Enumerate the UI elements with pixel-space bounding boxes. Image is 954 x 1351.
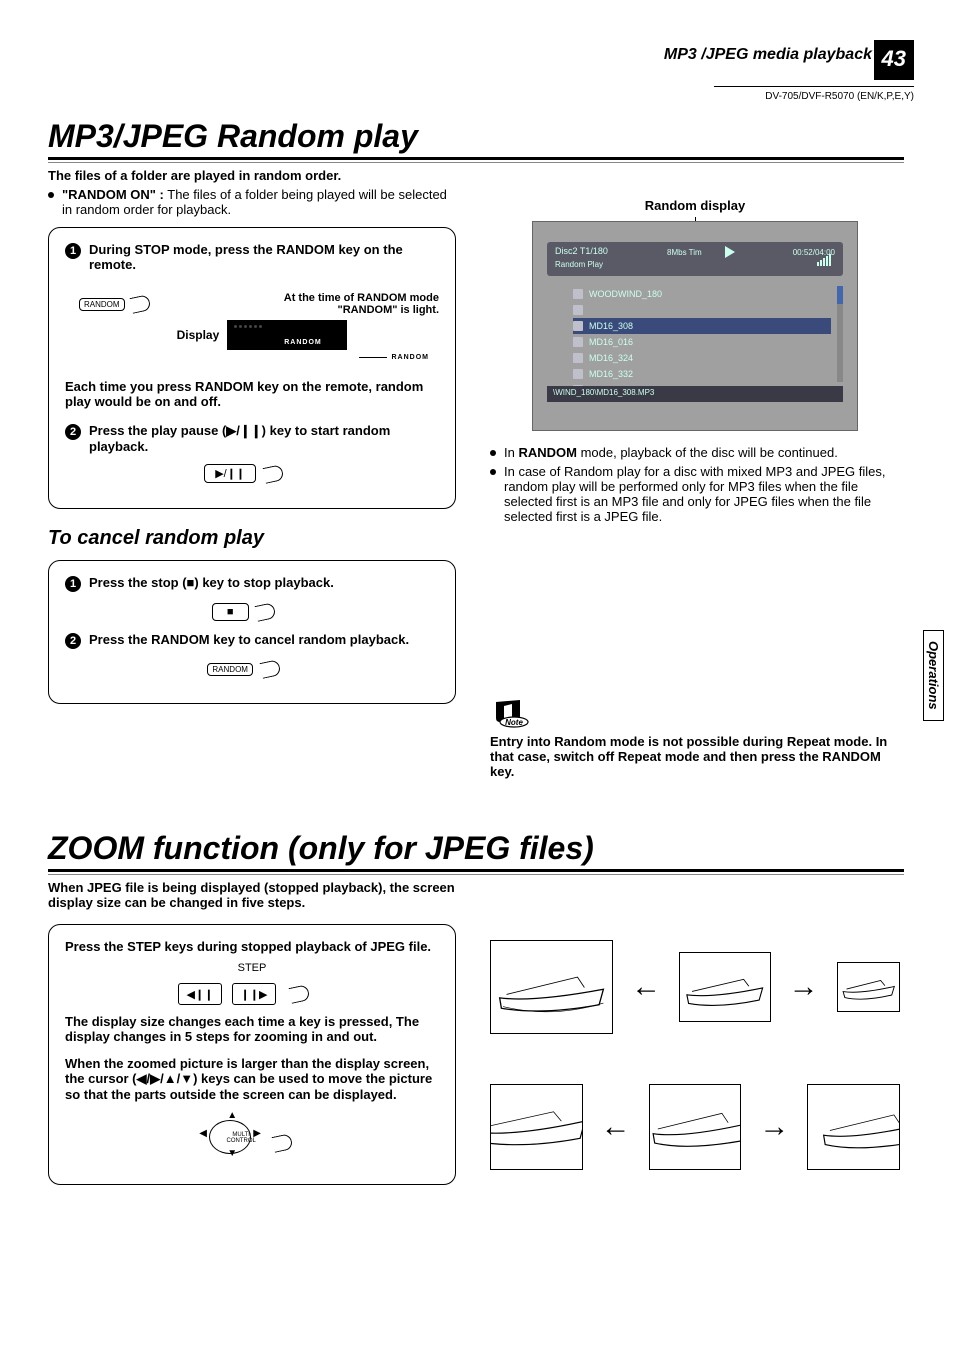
hand-press-icon [257, 657, 297, 681]
arrow-left-icon: ← [631, 970, 661, 1004]
cancel-panel: 1 Press the stop (■) key to stop playbac… [48, 560, 456, 704]
step-2-text: Press the play pause (▶/❙❙) key to start… [89, 423, 439, 454]
boat-frame-med [679, 952, 771, 1022]
cancel-title: To cancel random play [48, 527, 456, 550]
step-2-badge: 2 [65, 424, 81, 440]
hand-press-icon [286, 982, 326, 1006]
boat-frame-pan3 [807, 1084, 900, 1170]
hand-press-icon [252, 600, 292, 624]
random-key-button: RANDOM [207, 663, 253, 676]
zoom-line1: Press the STEP keys during stopped playb… [65, 939, 439, 954]
display-screen: RANDOM [227, 320, 347, 350]
play-pause-key: ▶/❙❙ [204, 464, 256, 483]
display-label: Display [177, 328, 220, 342]
random-display-caption: Random display [490, 198, 900, 213]
hand-press-icon [260, 462, 300, 486]
bullet-icon [490, 469, 496, 475]
step-right-key: ❙❙▶ [232, 983, 276, 1005]
boat-frame-pan1 [490, 1084, 583, 1170]
stop-key: ■ [212, 603, 249, 621]
step-left-key: ◀❙❙ [178, 983, 222, 1005]
zoom-panel: Press the STEP keys during stopped playb… [48, 924, 456, 1185]
sc-scroll-thumb [837, 286, 843, 304]
cancel-step1-text: Press the stop (■) key to stop playback. [89, 575, 439, 590]
arrow-right-icon: → [789, 970, 819, 1004]
random-steps-panel: 1 During STOP mode, press the RANDOM key… [48, 227, 456, 509]
sc-file-list: WOODWIND_180 MD16_308 MD16_016 MD16_324 … [573, 286, 831, 398]
random-pointer-label: RANDOM [392, 354, 430, 361]
hand-press-icon [127, 292, 167, 316]
bullet-icon [490, 450, 496, 456]
arrow-right-icon: → [759, 1110, 789, 1144]
step-label: STEP [65, 962, 439, 974]
side-tab-operations: Operations [923, 630, 944, 721]
section1-title: MP3/JPEG Random play [48, 118, 904, 155]
display-random-indicator: RANDOM [284, 339, 322, 346]
arrow-left-icon: ← [601, 1110, 631, 1144]
sc-arrow-icon [725, 246, 735, 258]
boat-frame-pan2 [649, 1084, 742, 1170]
zoom-row-2: ← → [490, 1084, 900, 1170]
zoom-line2: The display size changes each time a key… [65, 1014, 439, 1044]
bullet-bold: "RANDOM ON" : [62, 187, 164, 202]
page-number-tab: 43 [874, 40, 914, 80]
step-1-badge: 1 [65, 243, 81, 259]
display-caption1: At the time of RANDOM mode [177, 292, 439, 304]
right-bullet-1: In RANDOM mode, playback of the disc wil… [490, 445, 900, 460]
note-text: Entry into Random mode is not possible d… [490, 734, 900, 779]
cancel-step1-badge: 1 [65, 576, 81, 592]
sc-path: \WIND_180\MD16_308.MP3 [547, 386, 843, 402]
section1-bullet: "RANDOM ON" : The files of a folder bein… [48, 187, 456, 217]
sc-disc-line: Disc2 T1/180 [555, 246, 608, 256]
step1-tail: Each time you press RANDOM key on the re… [65, 379, 439, 409]
sc-mode-line: Random Play [555, 260, 603, 269]
svg-text:Note: Note [505, 718, 523, 727]
section-rule [48, 869, 904, 875]
random-display-screenshot: Disc2 T1/180 Random Play 8Mbs Tim 00:52/… [532, 221, 858, 431]
display-caption2: "RANDOM" is light. [177, 304, 439, 316]
zoom-row-1: ← → [490, 940, 900, 1034]
section2-title: ZOOM function (only for JPEG files) [48, 830, 904, 867]
bullet-icon [48, 192, 54, 198]
boat-frame-small [837, 962, 900, 1012]
page-header-title: MP3 /JPEG media playback [664, 46, 872, 64]
right-bullet-2: In case of Random play for a disc with m… [490, 464, 900, 524]
sc-eq-icon [817, 254, 831, 266]
zoom-line3: When the zoomed picture is larger than t… [65, 1056, 439, 1102]
step-1-text: During STOP mode, press the RANDOM key o… [89, 242, 439, 272]
random-key-button: RANDOM [79, 298, 125, 311]
hand-press-icon [269, 1131, 309, 1155]
cancel-step2-text: Press the RANDOM key to cancel random pl… [89, 632, 439, 647]
multi-control-icon: ▲ ▼ ◀ ▶ MULTI CONTROL [195, 1112, 265, 1162]
sc-center: 8Mbs Tim [667, 248, 702, 257]
section1-intro: The files of a folder are played in rand… [48, 168, 456, 183]
cancel-step2-badge: 2 [65, 633, 81, 649]
model-line: DV-705/DVF-R5070 (EN/K,P,E,Y) [714, 86, 914, 102]
note-icon: Note [490, 700, 530, 728]
section2-intro: When JPEG file is being displayed (stopp… [48, 880, 456, 910]
boat-frame-large [490, 940, 613, 1034]
section-rule [48, 157, 904, 163]
